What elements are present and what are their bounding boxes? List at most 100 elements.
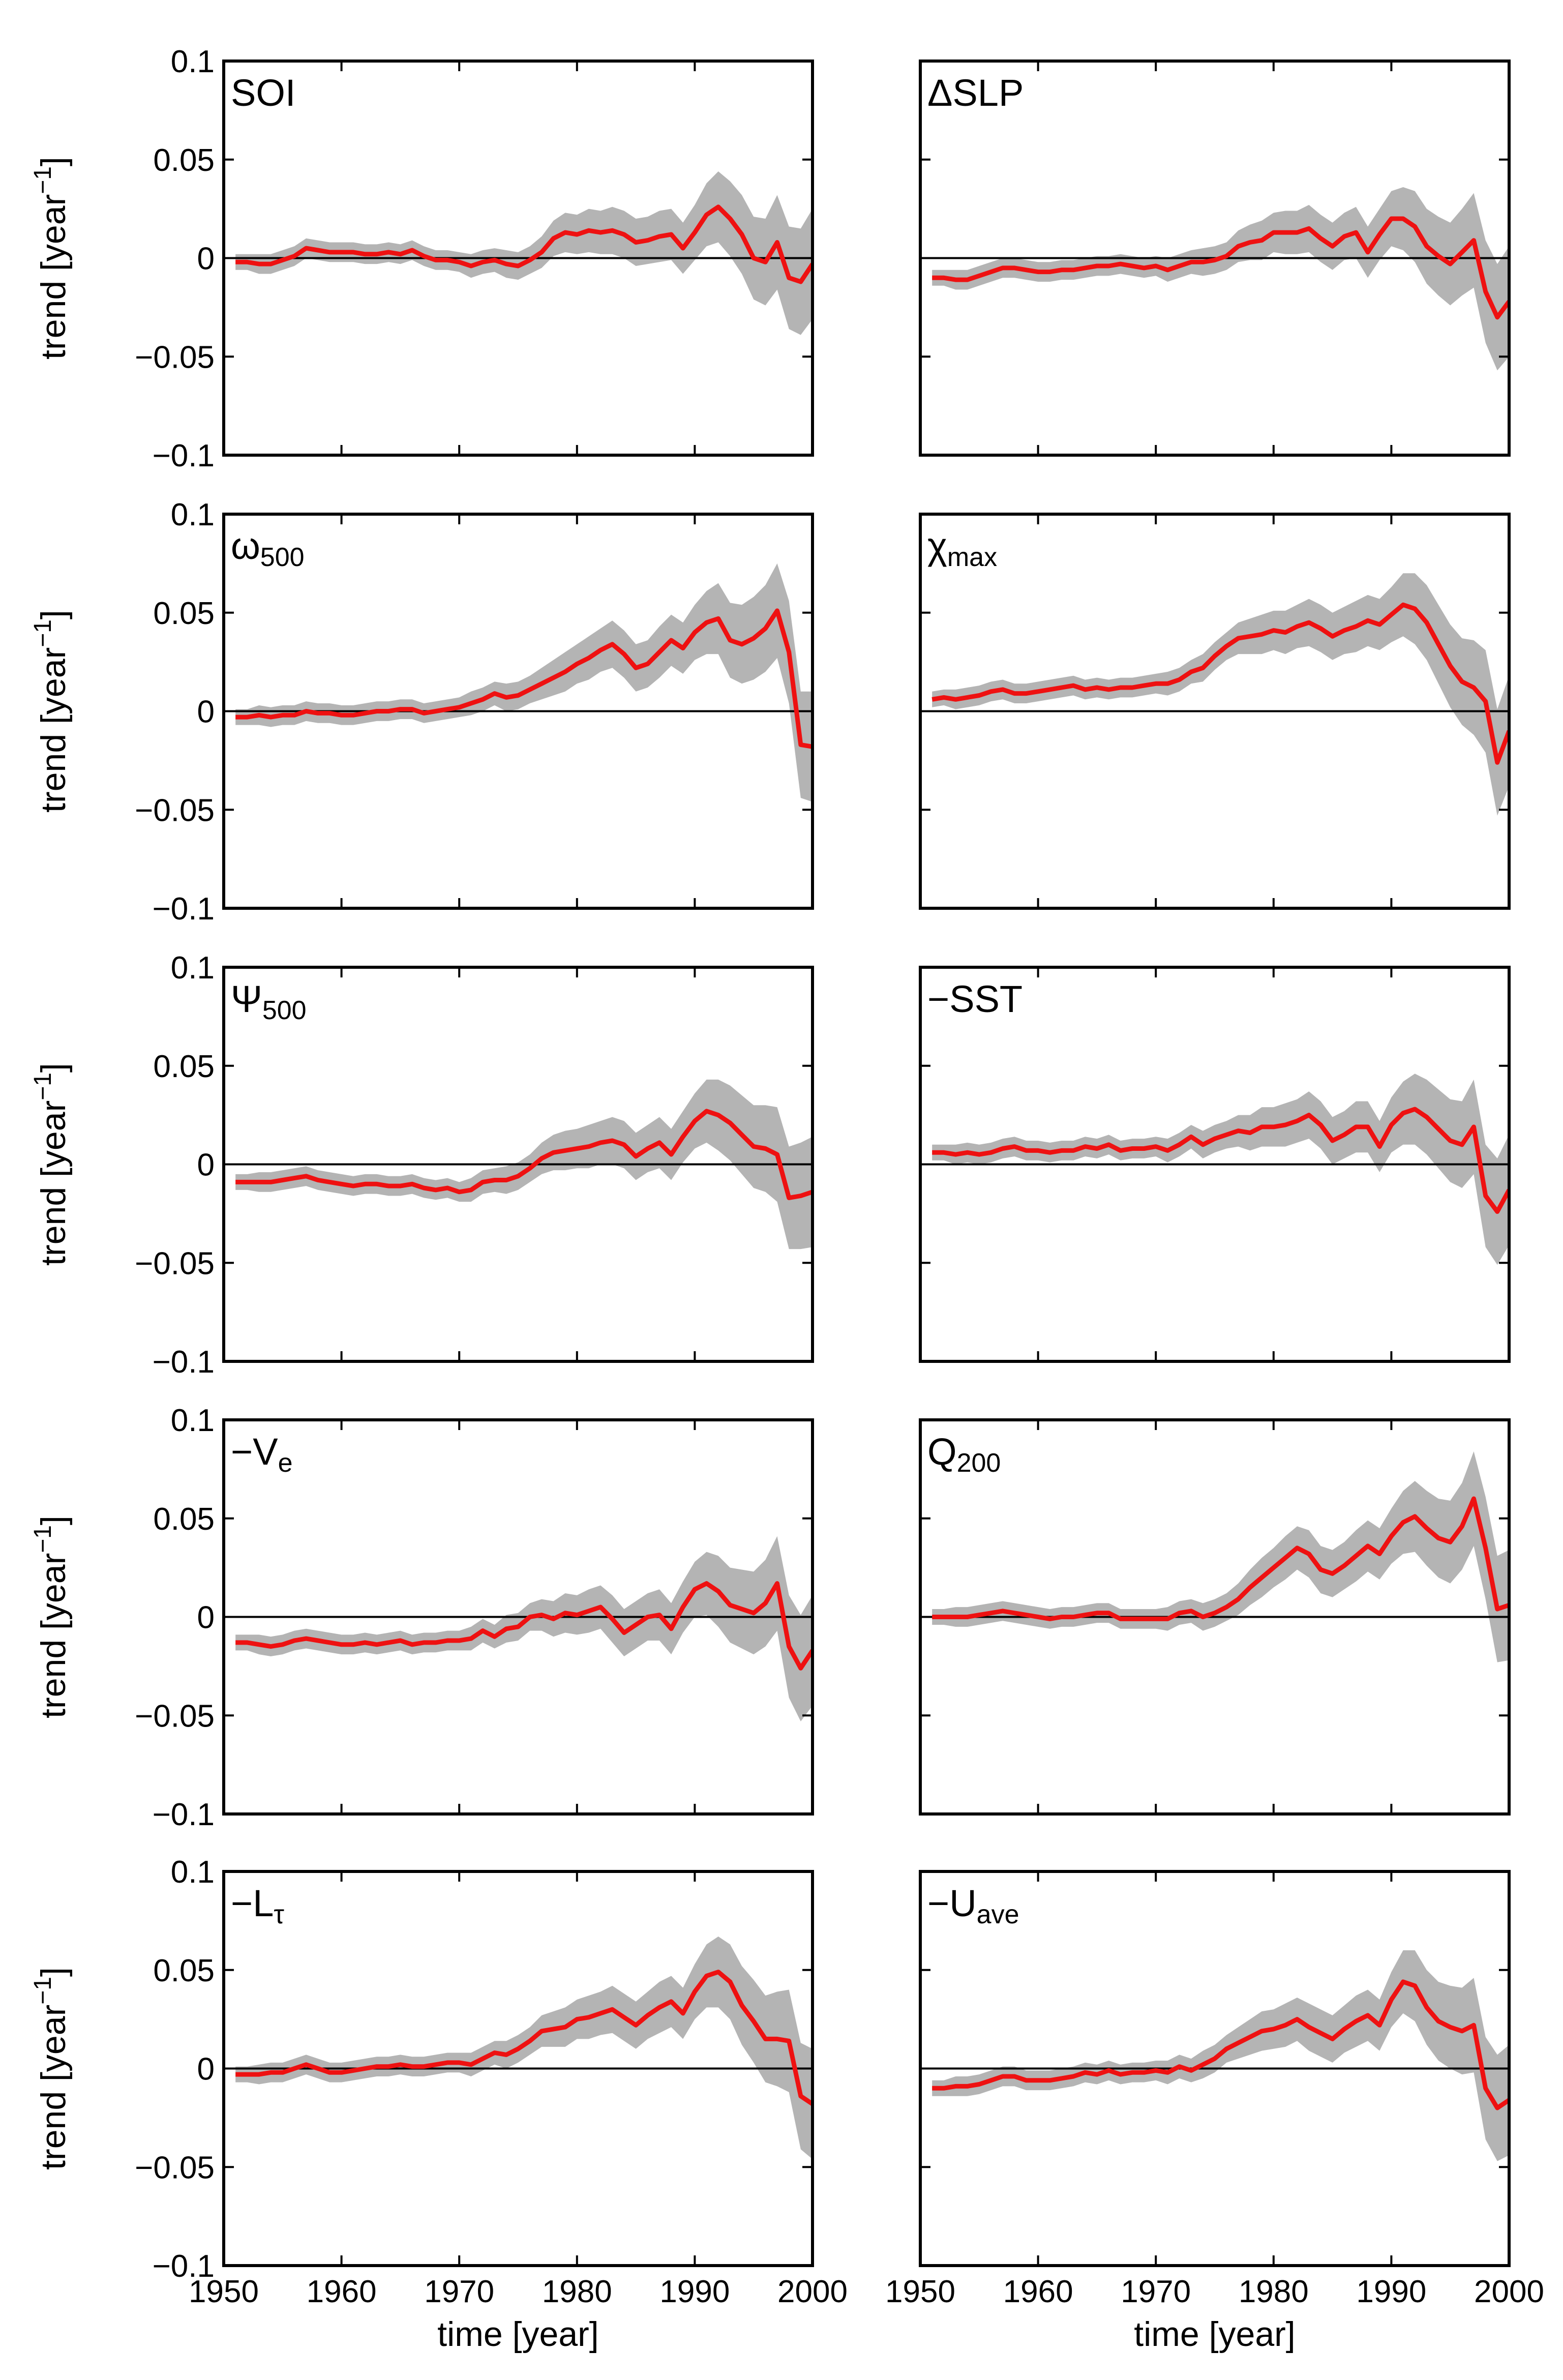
y-axis-label-text: trend [year: [34, 1100, 73, 1266]
y-tick-label: 0.1: [171, 497, 215, 532]
panel-title: SOI: [231, 72, 295, 114]
x-tick-label: 1960: [1003, 2274, 1073, 2309]
panel-title-base: −L: [231, 1882, 274, 1924]
panel-title-base: −U: [927, 1882, 977, 1924]
y-axis-label-superscript: −1: [29, 1977, 56, 2005]
plot-area: [920, 1074, 1509, 1265]
uncertainty-band: [932, 1451, 1509, 1662]
chart-panel-7: −0.1 −0.05 0 0.05 0.1 −Ve trend [year−1]: [29, 1403, 814, 1832]
x-tick-label: 1970: [1121, 2274, 1191, 2309]
chart-panel-5: −0.1 −0.05 0 0.05 0.1 Ψ500 trend [year−1]: [29, 950, 814, 1380]
y-axis-label-text: trend [year: [34, 2005, 73, 2170]
y-axis-label-text: trend [year: [34, 194, 73, 360]
y-tick-label: 0.1: [171, 950, 215, 986]
y-tick-label: −0.1: [153, 438, 215, 473]
y-tick-label: −0.05: [135, 793, 215, 828]
y-tick-label: −0.05: [135, 2150, 215, 2185]
y-tick-label: 0.05: [153, 1953, 215, 1988]
x-tick-label: 1980: [1239, 2274, 1309, 2309]
trend-line: [932, 1107, 1509, 1214]
uncertainty-band: [932, 1074, 1509, 1265]
uncertainty-band: [235, 171, 813, 335]
panel-title-subscript: 500: [260, 543, 305, 572]
x-tick-label: 1980: [542, 2274, 612, 2309]
x-tick-label: 1970: [424, 2274, 494, 2309]
panel-title-base: Ψ: [231, 978, 262, 1020]
y-tick-label: 0: [197, 1600, 215, 1635]
trend-line: [235, 204, 813, 284]
y-axis-label: trend [year−1]: [29, 1063, 73, 1266]
y-axis-label-superscript: −1: [29, 619, 56, 647]
x-axis-label: time [year]: [437, 2315, 598, 2354]
x-axis-label: time [year]: [1134, 2315, 1295, 2354]
y-tick-label: −0.05: [135, 1246, 215, 1281]
y-tick-label: 0.05: [153, 1049, 215, 1084]
x-tick-label: 1960: [307, 2274, 377, 2309]
panel-title-subscript: 500: [262, 996, 307, 1025]
trend-line: [235, 608, 813, 749]
panel-title: χmax: [927, 525, 997, 572]
y-tick-label: −0.05: [135, 1699, 215, 1734]
panel-title-subscript: ave: [977, 1900, 1019, 1929]
plot-area: [920, 187, 1509, 371]
trend-line: [235, 1970, 813, 2106]
panel-title-base: ΔSLP: [927, 72, 1024, 114]
x-tick-label: 1990: [659, 2274, 730, 2309]
panel-title-base: ω: [231, 525, 260, 567]
plot-area: [224, 1936, 813, 2159]
chart-panel-9: −0.1 −0.05 0 0.05 0.1 1950 1960 1970 1980 1990 200…: [29, 1855, 848, 2354]
y-tick-label: 0.05: [153, 1502, 215, 1537]
panel-title-base: SOI: [231, 72, 295, 114]
panel-title-base: −V: [231, 1431, 278, 1473]
y-axis-label: trend [year−1]: [29, 1515, 73, 1718]
y-tick-label: 0: [197, 695, 215, 730]
panel-title: Ψ500: [231, 978, 307, 1025]
panel-title: −Uave: [927, 1882, 1019, 1929]
y-axis-label-close: ]: [34, 1967, 73, 1977]
trend-line: [932, 216, 1509, 320]
trend-line: [235, 1109, 813, 1200]
chart-panel-8: Q200: [919, 1418, 1511, 1816]
x-tick-label: 2000: [777, 2274, 848, 2309]
panel-title-subscript: 200: [957, 1448, 1001, 1478]
y-axis-label-close: ]: [34, 1063, 73, 1073]
panel-title-subscript: max: [947, 543, 997, 572]
panel-title: ω500: [231, 525, 305, 572]
chart-panel-3: −0.1 −0.05 0 0.05 0.1 ω500 trend [year−1]: [29, 497, 814, 927]
panel-title-subscript: τ: [274, 1900, 284, 1929]
chart-panel-2: ΔSLP: [919, 60, 1511, 457]
plot-area: [224, 1536, 813, 1721]
x-tick-label: 1950: [189, 2274, 259, 2309]
y-tick-label: 0.05: [153, 143, 215, 178]
panel-title: −Ve: [231, 1431, 293, 1478]
plot-area: [920, 1950, 1509, 2161]
uncertainty-band: [235, 563, 813, 802]
plot-area: [920, 573, 1509, 816]
uncertainty-band: [235, 1536, 813, 1721]
trend-line: [931, 602, 1509, 765]
panel-title: ΔSLP: [927, 72, 1024, 114]
trend-line: [235, 1581, 813, 1671]
y-axis-label-superscript: −1: [29, 166, 56, 194]
y-tick-label: −0.1: [153, 891, 215, 927]
y-tick-label: 0: [197, 242, 215, 277]
panel-title: Q200: [927, 1431, 1001, 1478]
chart-panel-6: −SST: [919, 966, 1511, 1363]
y-tick-label: −0.1: [153, 1797, 215, 1832]
y-axis-label-superscript: −1: [29, 1525, 56, 1553]
y-axis-label: trend [year−1]: [29, 157, 73, 360]
panel-title-base: −SST: [927, 978, 1023, 1020]
y-tick-label: 0: [197, 1148, 215, 1183]
y-tick-label: −0.05: [135, 340, 215, 375]
uncertainty-band: [932, 187, 1509, 371]
y-axis-label-close: ]: [34, 157, 73, 166]
y-axis-label-text: trend [year: [34, 1553, 73, 1718]
y-tick-label: 0.1: [171, 1855, 215, 1890]
y-tick-label: 0.05: [153, 596, 215, 631]
y-tick-label: 0.1: [171, 1403, 215, 1438]
x-tick-label: 1990: [1356, 2274, 1426, 2309]
x-tick-label: 1950: [885, 2274, 955, 2309]
trend-line: [932, 1979, 1509, 2110]
